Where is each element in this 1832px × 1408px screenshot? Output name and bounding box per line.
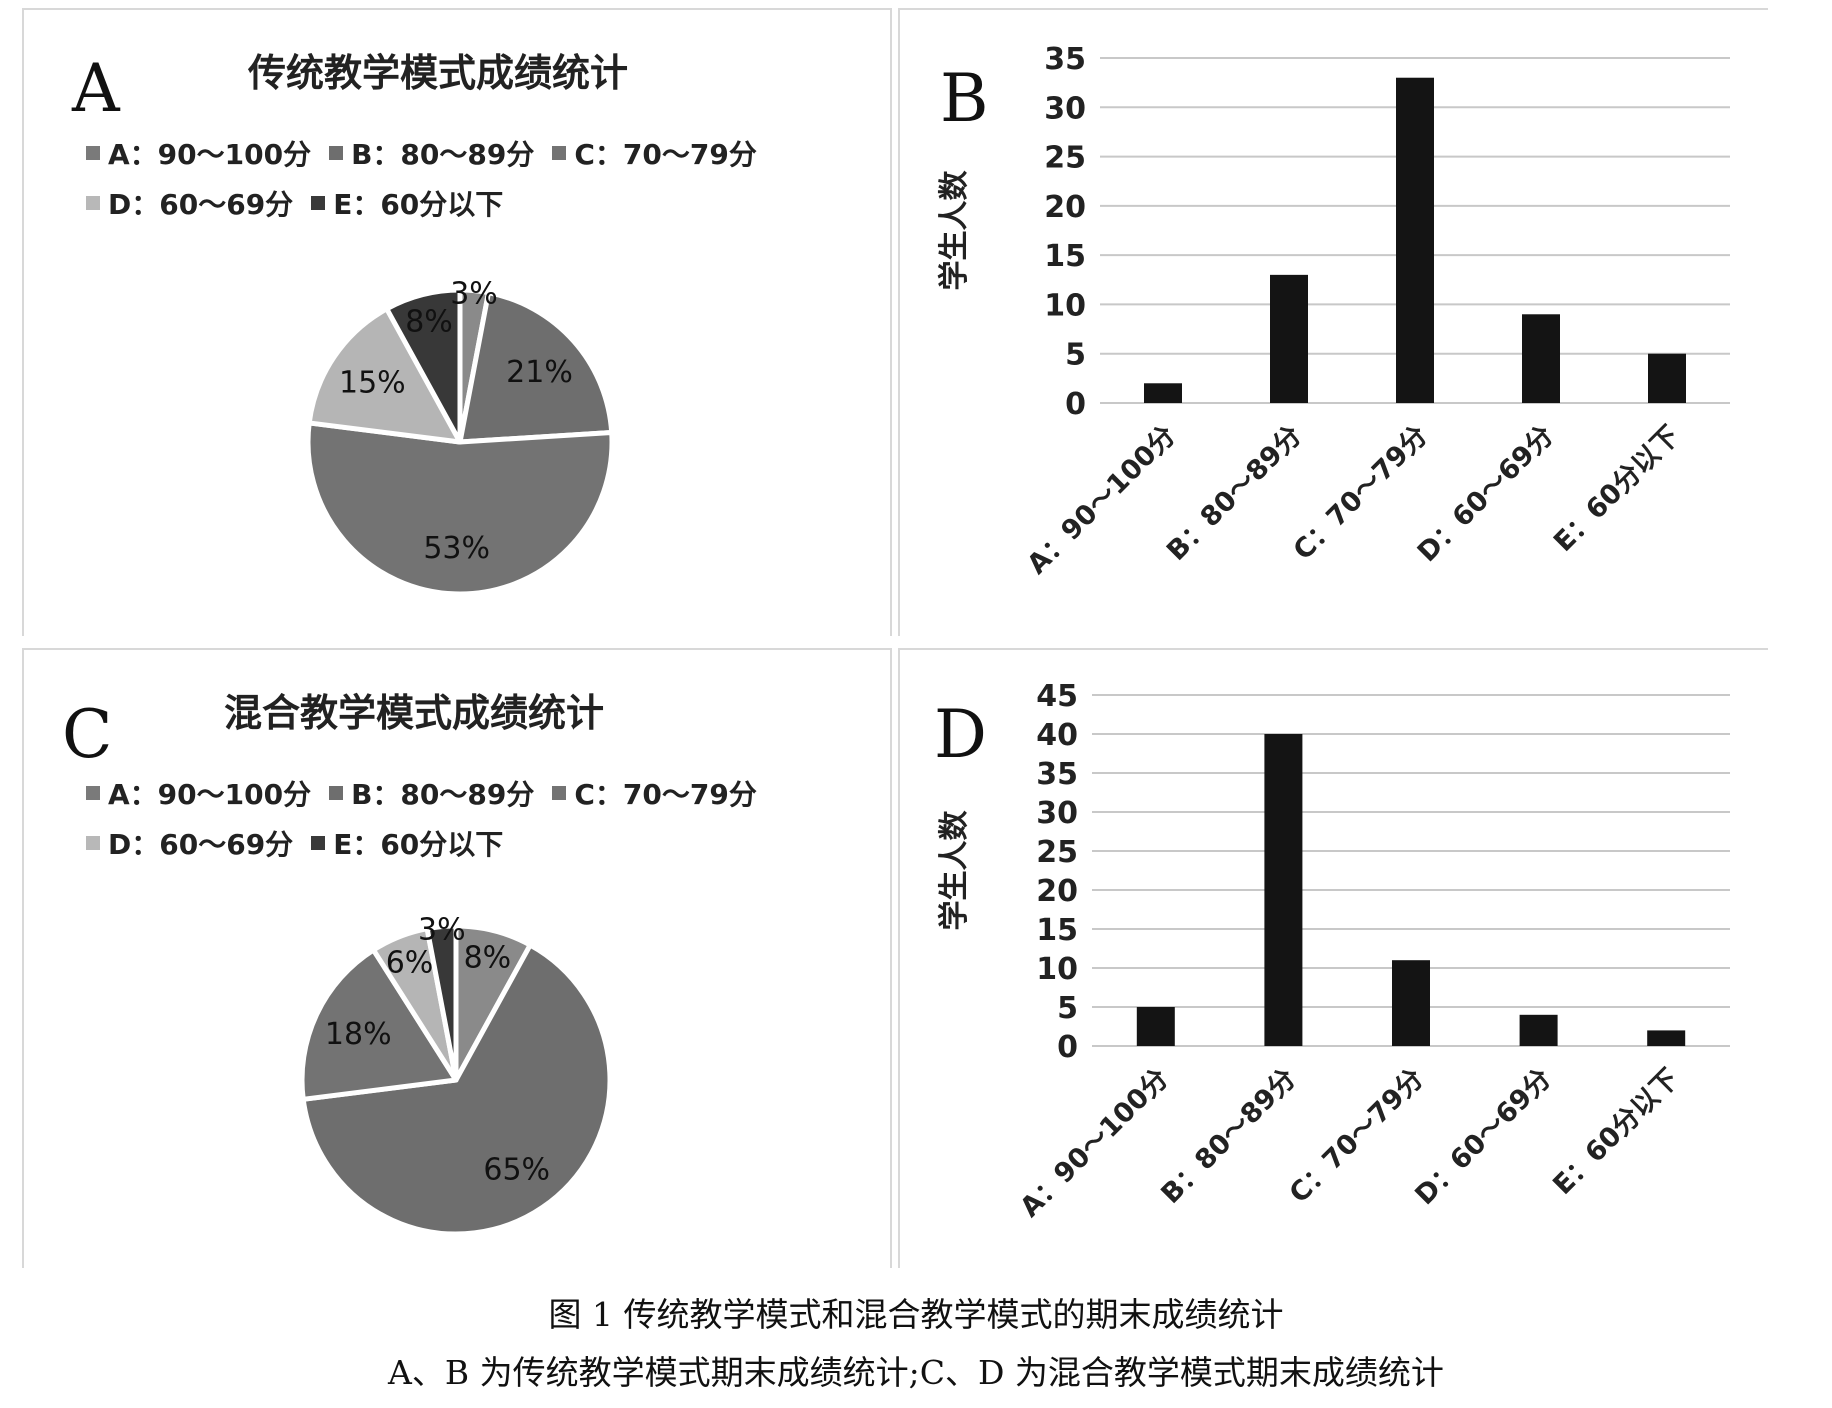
pie-chart: 8% 65% 18% 6%3% — [299, 913, 613, 1237]
bar-d — [1522, 314, 1560, 403]
panel-a: A 传统教学模式成绩统计 A：90～100分 B：80～89分 C：70～79分… — [22, 8, 892, 636]
y-tick-label: 0 — [1065, 387, 1086, 422]
pie-chart-title: 传统教学模式成绩统计 — [248, 51, 629, 95]
pie-slice-b — [300, 942, 613, 1237]
legend-item-a: A：90～100分 — [86, 133, 311, 173]
y-tick-label: 45 — [1036, 679, 1078, 714]
y-tick-label: 25 — [1036, 835, 1078, 870]
panel-letter-b: B — [940, 60, 989, 137]
x-tick-label: D：60～69分 — [1409, 1063, 1557, 1211]
y-tick-label: 25 — [1044, 141, 1086, 176]
y-tick-label: 30 — [1044, 91, 1086, 126]
y-tick-label: 5 — [1057, 991, 1078, 1026]
pie-data-label: 21% — [506, 355, 573, 390]
bar-e — [1647, 1030, 1686, 1046]
legend-swatch — [86, 786, 100, 800]
panel-c: C 混合教学模式成绩统计 A：90～100分 B：80～89分 C：70～79分… — [22, 648, 892, 1268]
y-tick-label: 20 — [1036, 874, 1078, 909]
x-tick-label: A：90～100分 — [1022, 420, 1182, 580]
legend-item-d: D：60～69分 — [86, 183, 293, 223]
bar-a — [1144, 383, 1182, 403]
panel-letter-d: D — [934, 696, 987, 773]
bar-d — [1519, 1014, 1558, 1046]
figure-subcaption: A、B 为传统教学模式期末成绩统计;C、D 为混合教学模式期末成绩统计 — [388, 1353, 1444, 1392]
y-tick-label: 35 — [1036, 757, 1078, 792]
pie-data-label: 8% — [464, 941, 512, 976]
legend-item-a: A：90～100分 — [86, 773, 311, 813]
legend-swatch — [311, 836, 326, 850]
legend-swatch — [86, 146, 100, 160]
legend-swatch — [311, 196, 326, 210]
panel-letter-a: A — [72, 50, 120, 127]
legend-item-b: B：80～89分 — [329, 133, 534, 173]
panel-b: B 0 5 10 15 20 25 30 35 学生人数 A：90～100分 B：80～89分 C：7… — [898, 8, 1768, 636]
y-tick-label: 30 — [1036, 796, 1078, 831]
pie-data-label: 53% — [423, 531, 490, 566]
y-tick-label: 15 — [1036, 913, 1078, 948]
legend-item-e: E：60分以下 — [311, 823, 503, 863]
legend-item-b: B：80～89分 — [329, 773, 534, 813]
legend-swatch — [86, 836, 100, 850]
y-tick-label: 15 — [1044, 239, 1086, 274]
y-tick-label: 10 — [1036, 952, 1078, 987]
x-tick-label: B：80～89分 — [1161, 420, 1308, 567]
x-tick-label: C：70～79分 — [1288, 420, 1434, 566]
pie-data-label: 3% — [450, 277, 498, 312]
y-tick-label: 10 — [1044, 288, 1086, 323]
legend-item-d: D：60～69分 — [86, 823, 293, 863]
pie-slice-c — [305, 420, 615, 597]
pie-chart: 3% 21% 53% 15% 8% — [305, 277, 615, 597]
y-tick-label: 35 — [1044, 42, 1086, 77]
x-tick-label: A：90～100分 — [1014, 1063, 1174, 1223]
pie-chart-title: 混合教学模式成绩统计 — [224, 691, 605, 735]
bar-a — [1136, 1007, 1175, 1046]
legend-item-e: E：60分以下 — [311, 183, 503, 223]
pie-slice-d — [306, 306, 463, 445]
legend-item-c: C：70～79分 — [552, 133, 757, 173]
panel-d: D 0 5 10 15 20 25 30 35 40 45 学生人数 A：90～100分 B：80～89… — [898, 648, 1768, 1268]
legend-swatch — [552, 146, 567, 160]
x-tick-label: E：60分以下 — [1548, 420, 1686, 558]
y-axis-label: 学生人数 — [937, 170, 972, 291]
x-tick-label: D：60～69分 — [1412, 420, 1560, 568]
pie-data-label: 15% — [339, 365, 406, 400]
pie-data-label: 18% — [325, 1017, 392, 1052]
bar-b — [1270, 274, 1308, 403]
legend-swatch — [329, 146, 344, 160]
y-tick-label: 40 — [1036, 718, 1078, 753]
bar-e — [1648, 353, 1686, 403]
x-tick-label: C：70～79分 — [1284, 1063, 1430, 1209]
y-tick-label: 0 — [1057, 1030, 1078, 1065]
bar-b — [1264, 734, 1303, 1046]
pie-data-label: 8% — [405, 304, 453, 339]
bar-c — [1392, 960, 1430, 1046]
y-tick-label: 20 — [1044, 190, 1086, 225]
legend-swatch — [86, 196, 100, 210]
x-tick-label: E：60分以下 — [1547, 1063, 1685, 1201]
legend-swatch — [329, 786, 344, 800]
pie-slice-c — [299, 947, 459, 1102]
x-tick-label: B：80～89分 — [1155, 1063, 1302, 1210]
figure-caption: 图 1 传统教学模式和混合教学模式的期末成绩统计 — [548, 1295, 1284, 1334]
pie-data-label: 3% — [418, 913, 466, 948]
pie-slice-b — [457, 290, 615, 445]
panel-letter-c: C — [62, 696, 113, 773]
pie-legend: A：90～100分 B：80～89分 C：70～79分 D：60～69分 E：6… — [86, 128, 757, 228]
pie-slice-e — [384, 287, 463, 445]
pie-data-label: 65% — [483, 1152, 550, 1187]
pie-data-label: 6% — [386, 946, 434, 981]
bar-chart: 0 5 10 15 20 25 30 35 学生人数 A：90～100分B：80～89分C：70～… — [937, 42, 1730, 580]
y-axis-label: 学生人数 — [937, 810, 972, 931]
pie-slice-e — [424, 923, 459, 1083]
legend-swatch — [552, 786, 567, 800]
y-tick-label: 5 — [1065, 338, 1086, 373]
legend-item-c: C：70～79分 — [552, 773, 757, 813]
pie-legend: A：90～100分 B：80～89分 C：70～79分 D：60～69分 E：6… — [86, 768, 757, 868]
bar-c — [1396, 77, 1434, 403]
bar-chart: 0 5 10 15 20 25 30 35 40 45 学生人数 A：90～100分B：80～89分C… — [937, 679, 1730, 1223]
